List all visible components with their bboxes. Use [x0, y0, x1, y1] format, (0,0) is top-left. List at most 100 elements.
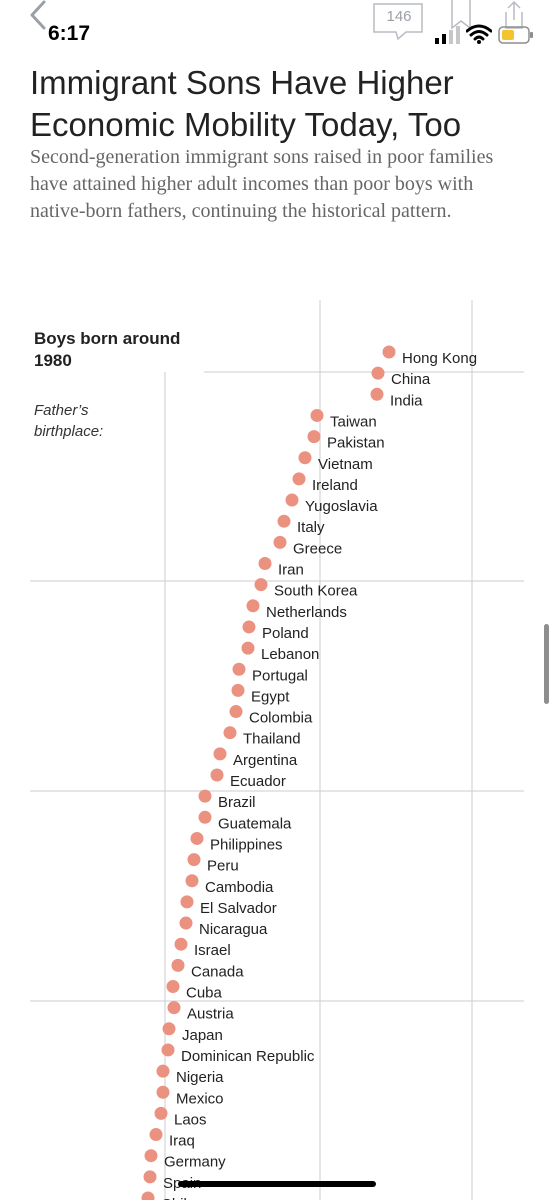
data-point — [144, 1149, 158, 1163]
point-label: Greece — [293, 540, 342, 557]
point-label: Taiwan — [330, 413, 377, 430]
point-label: Poland — [262, 625, 309, 642]
point-label: Austria — [187, 1006, 234, 1023]
data-point — [273, 535, 287, 549]
data-point — [231, 683, 245, 697]
comment-icon[interactable] — [372, 2, 424, 40]
data-point — [232, 662, 246, 676]
point-label: Argentina — [233, 752, 298, 769]
data-point — [162, 1022, 176, 1036]
data-point — [166, 980, 180, 993]
data-point — [180, 895, 194, 909]
point-label: Cambodia — [205, 879, 274, 896]
data-point — [156, 1064, 170, 1078]
data-point — [246, 599, 260, 613]
data-point — [210, 768, 224, 782]
share-icon[interactable] — [502, 0, 526, 30]
data-point — [156, 1085, 170, 1099]
point-label: Philippines — [210, 836, 283, 853]
data-point — [143, 1170, 157, 1184]
status-time: 6:17 — [48, 22, 91, 45]
point-label: China — [391, 371, 431, 388]
point-label: South Korea — [274, 583, 358, 600]
data-point — [154, 1106, 168, 1120]
point-label: Netherlands — [266, 604, 347, 621]
data-point — [307, 430, 321, 444]
data-point — [161, 1043, 175, 1057]
data-point — [241, 641, 255, 655]
data-point — [167, 1001, 181, 1015]
point-label: Lebanon — [261, 646, 319, 663]
data-point — [185, 874, 199, 888]
headline: Immigrant Sons Have Higher Economic Mobi… — [30, 64, 462, 143]
chart-sublabel: Father’s birthplace: — [34, 402, 104, 440]
point-label: Japan — [182, 1027, 223, 1044]
data-point — [310, 408, 324, 422]
back-chevron-icon[interactable] — [26, 0, 50, 30]
point-label: Ecuador — [230, 773, 286, 790]
point-label: Israel — [194, 942, 231, 959]
home-indicator[interactable] — [178, 1181, 376, 1187]
data-point — [242, 620, 256, 634]
data-point — [187, 853, 201, 867]
point-label: Egypt — [251, 688, 290, 705]
point-label: Ireland — [312, 477, 358, 494]
data-point — [179, 916, 193, 930]
point-label: Italy — [297, 519, 325, 536]
bookmark-icon[interactable] — [450, 0, 472, 30]
data-point — [292, 472, 306, 486]
data-point — [198, 789, 212, 803]
chart-marks: Hong Kong China India Taiwan Pakistan Vietnam… — [141, 345, 477, 1200]
data-point — [190, 831, 204, 845]
data-point — [370, 387, 384, 401]
point-label: Germany — [164, 1154, 226, 1171]
chart-gridlines — [30, 300, 524, 1200]
data-point — [229, 705, 243, 719]
point-label: Iraq — [169, 1133, 195, 1150]
point-label: Laos — [174, 1111, 207, 1128]
point-label: Nicaragua — [199, 921, 268, 938]
data-point — [277, 514, 291, 528]
chart-heading: Boys born around 1980 — [34, 329, 181, 370]
point-label: Thailand — [243, 731, 301, 748]
point-label: Vietnam — [318, 456, 373, 473]
point-label: Nigeria — [176, 1069, 224, 1086]
data-point — [382, 345, 396, 359]
data-point — [174, 937, 188, 951]
point-label: Hong Kong — [402, 350, 477, 367]
point-label: Yugoslavia — [305, 498, 378, 515]
scrollbar[interactable] — [544, 624, 549, 704]
data-point — [149, 1128, 163, 1142]
point-label: Guatemala — [218, 815, 292, 832]
status-bar: 6:17 146 — [0, 0, 554, 52]
point-label: Portugal — [252, 667, 308, 684]
point-label: Mexico — [176, 1090, 224, 1107]
point-label: Colombia — [249, 710, 313, 727]
point-label: Pakistan — [327, 435, 385, 452]
data-point — [171, 958, 185, 972]
comment-count[interactable]: 146 — [386, 8, 412, 25]
point-label: Chile — [161, 1196, 195, 1200]
point-label: Iran — [278, 562, 304, 579]
point-label: Cuba — [186, 985, 223, 1002]
point-label: Brazil — [218, 794, 256, 811]
signal-icon — [435, 26, 460, 44]
data-point — [213, 747, 227, 761]
dek: Second-generation immigrant sons raised … — [30, 146, 494, 222]
point-label: Canada — [191, 963, 244, 980]
point-label: El Salvador — [200, 900, 277, 917]
point-label: India — [390, 392, 423, 409]
battery-icon — [498, 26, 533, 44]
point-label: Peru — [207, 858, 239, 875]
data-point — [223, 726, 237, 740]
data-point — [371, 366, 385, 380]
data-point — [285, 493, 299, 507]
point-label: Dominican Republic — [181, 1048, 315, 1065]
data-point — [298, 451, 312, 465]
data-point — [254, 578, 268, 592]
wifi-icon — [466, 24, 492, 44]
data-point — [258, 557, 272, 570]
data-point — [198, 810, 212, 824]
data-point — [141, 1191, 155, 1200]
